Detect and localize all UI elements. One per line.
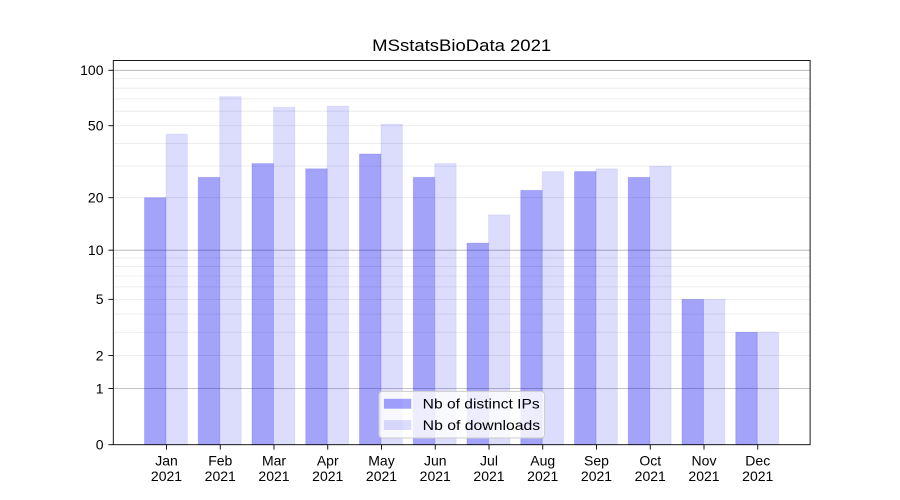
svg-text:Mar: Mar [262,453,286,469]
svg-text:5: 5 [96,291,104,307]
svg-text:2021: 2021 [527,468,558,484]
svg-text:50: 50 [88,118,104,134]
svg-text:2021: 2021 [366,468,397,484]
svg-text:May: May [368,453,394,469]
svg-text:Jun: Jun [424,453,447,469]
svg-text:1: 1 [96,380,104,396]
svg-text:20: 20 [88,190,104,206]
svg-text:2: 2 [96,347,104,363]
svg-text:MSstatsBioData 2021: MSstatsBioData 2021 [372,36,551,55]
svg-text:100: 100 [80,62,104,78]
svg-text:2021: 2021 [581,468,612,484]
svg-text:10: 10 [88,242,104,258]
svg-text:2021: 2021 [420,468,451,484]
svg-text:2021: 2021 [688,468,719,484]
svg-text:Nb of downloads: Nb of downloads [423,417,541,433]
svg-text:2021: 2021 [312,468,343,484]
svg-text:2021: 2021 [635,468,666,484]
svg-text:Nb of distinct IPs: Nb of distinct IPs [423,396,540,412]
svg-text:Oct: Oct [639,453,661,469]
svg-text:2021: 2021 [151,468,182,484]
svg-text:2021: 2021 [258,468,289,484]
svg-text:Jul: Jul [480,453,498,469]
svg-text:2021: 2021 [742,468,773,484]
svg-text:2021: 2021 [473,468,504,484]
svg-text:2021: 2021 [205,468,236,484]
svg-text:Feb: Feb [208,453,232,469]
svg-text:Sep: Sep [584,453,609,469]
svg-text:Jan: Jan [155,453,178,469]
svg-text:0: 0 [96,437,104,453]
svg-text:Apr: Apr [317,453,339,469]
svg-text:Aug: Aug [530,453,555,469]
svg-text:Dec: Dec [745,453,770,469]
svg-text:Nov: Nov [692,453,717,469]
